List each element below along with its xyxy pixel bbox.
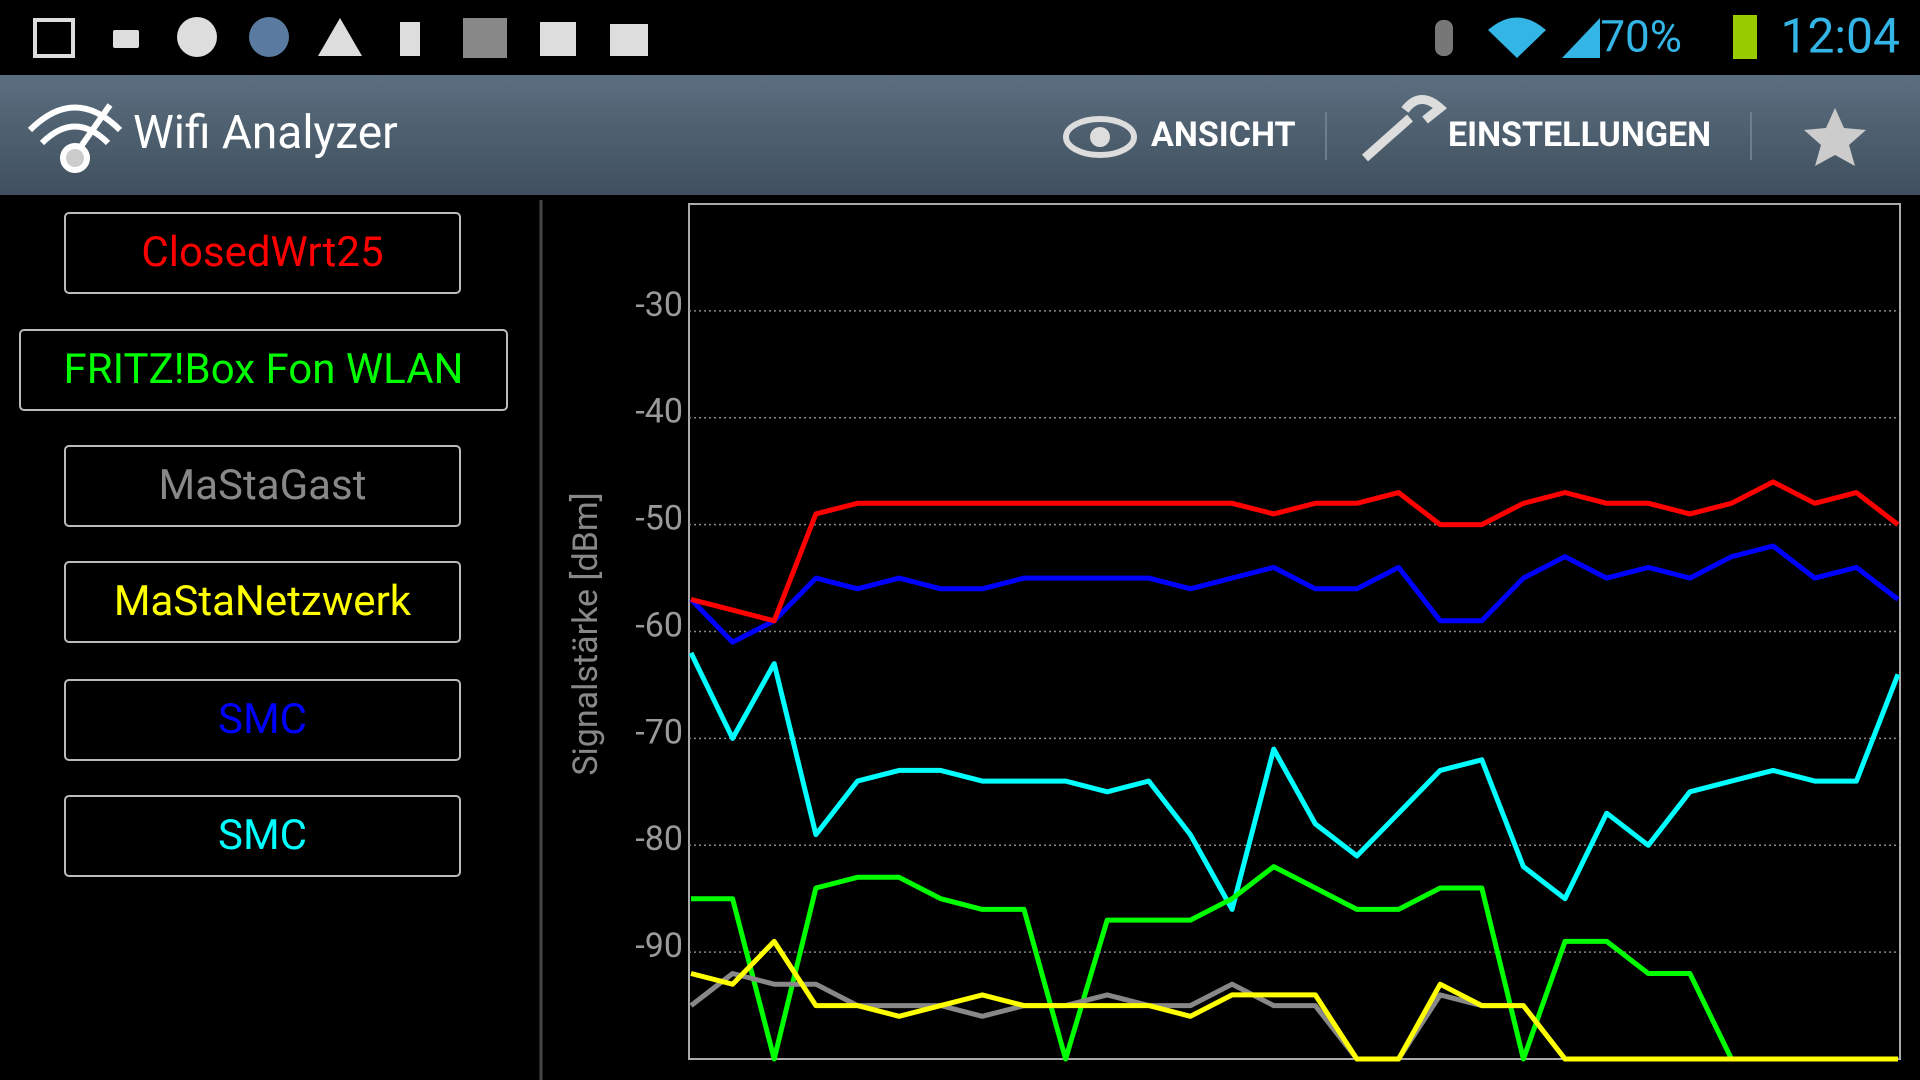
network-button[interactable]	[64, 212, 461, 294]
y-tick-label: -30	[635, 285, 683, 325]
clock: 12:04	[1780, 8, 1900, 65]
y-tick-label: -50	[635, 499, 683, 539]
app-icon	[27, 103, 123, 173]
app-title: Wifi Analyzer	[133, 106, 398, 160]
network-name: MaStaNetzwerk	[114, 577, 412, 626]
network-name: MaStaGast	[159, 461, 367, 510]
signal-line	[691, 864, 1898, 1062]
network-name: SMC	[218, 811, 307, 860]
settings-button[interactable]: EINSTELLUNGEN	[1362, 95, 1711, 162]
y-tick-label: -80	[635, 819, 683, 859]
network-button[interactable]	[64, 795, 461, 877]
y-tick-label: -40	[635, 392, 683, 432]
signal-line	[690, 479, 1900, 624]
network-button[interactable]	[19, 329, 508, 411]
view-button[interactable]: ANSICHT	[1063, 115, 1296, 158]
settings-label: EINSTELLUNGEN	[1448, 115, 1711, 155]
signal-line	[689, 971, 1898, 1062]
network-name: ClosedWrt25	[141, 228, 383, 277]
battery-percent: 70%	[1600, 11, 1682, 63]
favorite-button[interactable]	[1804, 108, 1866, 166]
status-icons	[33, 15, 1757, 59]
signal-line	[689, 543, 1900, 645]
network-button[interactable]	[64, 445, 461, 527]
signal-line	[688, 651, 1901, 912]
y-tick-label: -60	[635, 605, 683, 645]
network-name: FRITZ!Box Fon WLAN	[64, 345, 464, 394]
signal-line	[690, 938, 1898, 1062]
action-bar	[0, 75, 1920, 195]
y-tick-label: -90	[635, 926, 683, 966]
network-button[interactable]	[64, 561, 461, 643]
view-label: ANSICHT	[1151, 115, 1296, 155]
network-name: SMC	[218, 695, 307, 744]
y-tick-label: -70	[635, 712, 683, 752]
network-button[interactable]	[64, 679, 461, 761]
y-axis-label: Signalstärke [dBm]	[566, 492, 606, 775]
